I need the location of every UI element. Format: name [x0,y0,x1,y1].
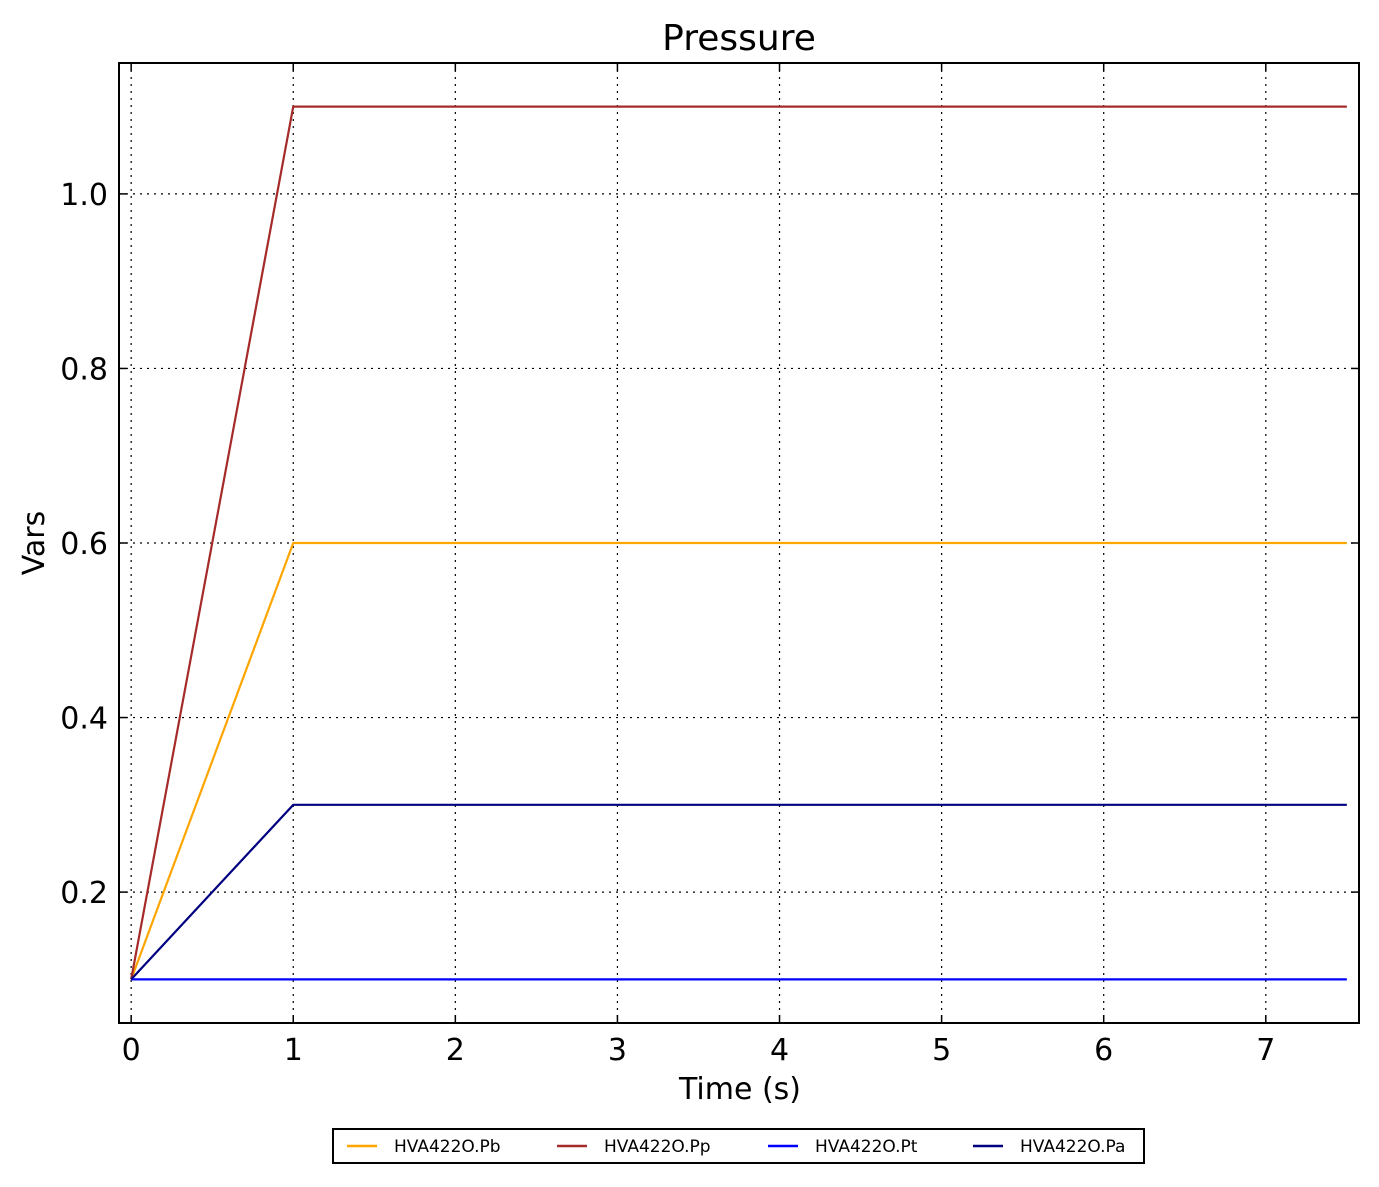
x-tick-label: 6 [1094,1033,1113,1068]
y-tick-label: 0.8 [60,352,108,387]
series-line-hva422o-pb [130,541,1347,980]
x-tick-label: 0 [122,1033,141,1068]
x-tick-label: 7 [1256,1033,1275,1068]
y-axis-label: Vars [17,511,52,576]
x-tick-label: 4 [770,1033,789,1068]
y-tick-label: 0.4 [60,702,108,737]
legend-label: HVA422O.Pb [394,1137,501,1157]
y-tick-label: 1.0 [60,178,108,213]
series-line-hva422o-pa [130,803,1347,981]
y-tick-label: 0.2 [60,876,108,911]
chart-title: Pressure [662,18,816,59]
legend-label: HVA422O.Pp [604,1137,711,1157]
y-tick-label: 0.6 [60,527,108,562]
x-tick-label: 2 [446,1033,465,1068]
series-line-hva422o-pp [130,105,1347,980]
x-axis-label: Time (s) [678,1072,801,1107]
x-tick-label: 1 [284,1033,303,1068]
legend-label: HVA422O.Pt [815,1137,918,1157]
series-lines [130,105,1347,981]
legend: HVA422O.Pb HVA422O.Pp HVA422O.Pt HVA422O.Pa [332,1128,1145,1164]
x-tick-label: 5 [932,1033,951,1068]
legend-label: HVA422O.Pa [1020,1137,1125,1157]
x-tick-label: 3 [608,1033,627,1068]
legend-box [332,1128,1145,1164]
grid [119,63,1359,1023]
ticks: 0 1 2 3 4 5 6 7 0.2 0.4 0.6 0.8 1.0 [60,63,1359,1068]
